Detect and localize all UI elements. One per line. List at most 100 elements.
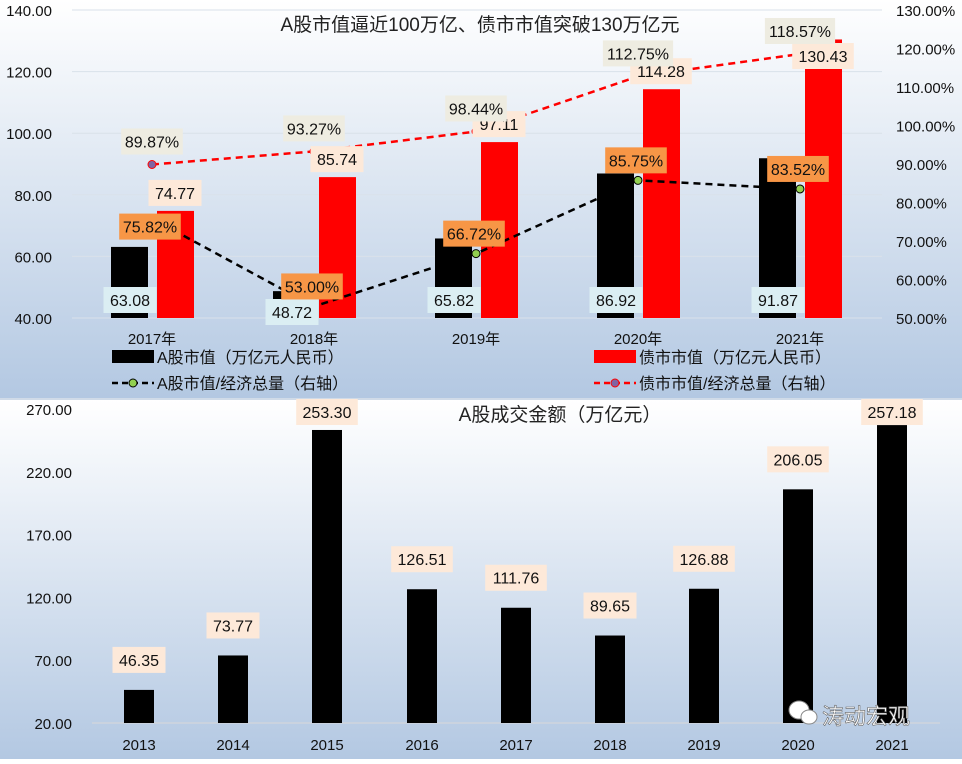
data-label-turnover-text: 89.65	[590, 599, 630, 616]
bar-turnover	[312, 429, 342, 723]
x-tick-label: 2013	[122, 737, 155, 754]
data-label-a-share-ratio-text: 53.00%	[285, 279, 339, 296]
y2-tick-label: 120.00%	[896, 42, 955, 59]
line-a-share-ratio-point	[471, 249, 481, 259]
data-label-a-share-value: 63.08	[103, 287, 157, 313]
bar-turnover	[689, 588, 719, 723]
x-tick-label: 2021	[875, 737, 908, 754]
data-label-bond-value-box	[792, 43, 854, 69]
y-tick-label: 220.00	[26, 465, 72, 482]
line-bond-ratio-point	[147, 160, 157, 170]
legend-marker	[610, 378, 620, 388]
data-label-bond-value-box	[310, 146, 364, 173]
bar-turnover	[407, 589, 437, 723]
y2-tick-label: 90.00%	[896, 157, 947, 174]
data-label-bond-ratio-text: 93.27%	[287, 121, 341, 138]
y2-tick-label: 50.00%	[896, 311, 947, 328]
legend-swatch	[594, 350, 636, 363]
data-label-a-share-ratio: 85.75%	[605, 147, 667, 174]
y2-tick-label: 100.00%	[896, 119, 955, 136]
data-label-turnover-box	[673, 545, 735, 572]
data-label-a-share-value-text: 48.72	[272, 305, 312, 322]
bar-turnover	[218, 655, 248, 723]
legend-item: 债市市值/经济总量（右轴）	[594, 375, 835, 393]
legend-marker	[128, 378, 138, 388]
data-label-turnover: 89.65	[583, 592, 637, 619]
data-label-bond-value-text: 74.77	[155, 186, 195, 203]
data-label-turnover-text: 46.35	[119, 653, 159, 670]
y-tick-label: 60.00	[14, 249, 52, 266]
legend-label: A股市值（万亿元人民币）	[157, 349, 344, 367]
y2-tick-label: 130.00%	[896, 3, 955, 20]
chart-title-top: A股市值逼近100万亿、债市市值突破130万亿元	[280, 14, 679, 36]
x-tick-label: 2015	[310, 737, 343, 754]
data-label-turnover-text: 111.76	[493, 571, 540, 588]
data-label-a-share-ratio-box	[767, 155, 829, 182]
x-tick-label: 2014	[216, 737, 249, 754]
data-label-a-share-value-text: 65.82	[434, 293, 474, 310]
data-label-turnover-text: 206.05	[774, 452, 823, 469]
data-label-a-share-ratio: 83.52%	[767, 155, 829, 182]
x-tick-label: 2019	[687, 737, 720, 754]
y-tick-label: 70.00	[34, 653, 72, 670]
x-tick-label: 2018年	[290, 331, 338, 348]
data-label-turnover: 111.76	[485, 564, 547, 591]
data-label-bond-ratio: 112.75%	[602, 40, 674, 67]
x-tick-label: 2016	[405, 737, 438, 754]
data-label-turnover-text: 257.18	[868, 405, 917, 422]
legend-item: A股市值（万亿元人民币）	[112, 349, 344, 367]
data-label-a-share-value-box	[751, 287, 805, 313]
legend-item: A股市值/经济总量（右轴）	[112, 375, 348, 393]
data-label-bond-ratio-text: 89.87%	[125, 135, 179, 152]
legend-label: A股市值/经济总量（右轴）	[157, 375, 348, 393]
chart-title-bottom: A股成交金额（万亿元）	[459, 404, 662, 426]
legend-label: 债市市值/经济总量（右轴）	[639, 375, 835, 393]
data-label-bond-ratio-box	[283, 115, 345, 142]
y-tick-label: 120.00	[26, 590, 72, 607]
data-label-a-share-value: 48.72	[265, 299, 319, 325]
y-tick-label: 120.00	[6, 65, 52, 82]
data-label-a-share-ratio-box	[443, 220, 505, 247]
data-label-turnover: 126.88	[673, 545, 735, 572]
data-label-bond-ratio-box	[445, 95, 507, 122]
data-label-turnover-text: 126.51	[398, 552, 447, 569]
data-label-bond-value-text: 85.74	[317, 152, 357, 169]
y2-tick-label: 60.00%	[896, 273, 947, 290]
legend-label: 债市市值（万亿元人民币）	[639, 349, 831, 367]
data-label-bond-value: 85.74	[310, 146, 364, 173]
data-label-turnover: 257.18	[861, 399, 923, 425]
data-label-turnover: 126.51	[391, 546, 453, 573]
bar-turnover	[877, 425, 907, 723]
y-tick-label: 100.00	[6, 126, 52, 143]
legend-item: 债市市值（万亿元人民币）	[594, 349, 831, 367]
data-label-turnover-box	[296, 399, 358, 425]
y-tick-label: 40.00	[14, 311, 52, 328]
x-tick-label: 2017年	[128, 331, 176, 348]
data-label-a-share-value-text: 86.92	[596, 293, 636, 310]
y-tick-label: 170.00	[26, 528, 72, 545]
data-label-a-share-ratio-text: 66.72%	[447, 227, 501, 244]
x-tick-label: 2021年	[776, 331, 824, 348]
data-label-turnover-box	[206, 612, 260, 639]
line-a-share-ratio-point	[633, 175, 643, 185]
data-label-turnover-box	[583, 592, 637, 619]
data-label-a-share-value-text: 63.08	[110, 293, 150, 310]
data-label-bond-value: 130.43	[792, 43, 854, 69]
bar-turnover	[501, 607, 531, 723]
data-label-turnover: 206.05	[767, 446, 829, 473]
data-label-a-share-ratio-box	[281, 273, 343, 300]
data-label-a-share-ratio: 75.82%	[119, 213, 181, 240]
data-label-a-share-value-box	[265, 299, 319, 325]
data-label-turnover-box	[861, 399, 923, 425]
data-label-bond-ratio: 89.87%	[121, 128, 183, 155]
data-label-a-share-value-text: 91.87	[758, 293, 798, 310]
data-label-bond-ratio-box	[764, 18, 836, 45]
data-label-bond-ratio-box	[602, 40, 674, 67]
y2-tick-label: 70.00%	[896, 234, 947, 251]
data-label-a-share-value-box	[427, 287, 481, 313]
data-label-bond-ratio: 98.44%	[445, 95, 507, 122]
data-label-bond-ratio-text: 98.44%	[449, 102, 503, 119]
x-tick-label: 2019年	[452, 331, 500, 348]
data-label-bond-value-text: 114.28	[637, 64, 685, 81]
